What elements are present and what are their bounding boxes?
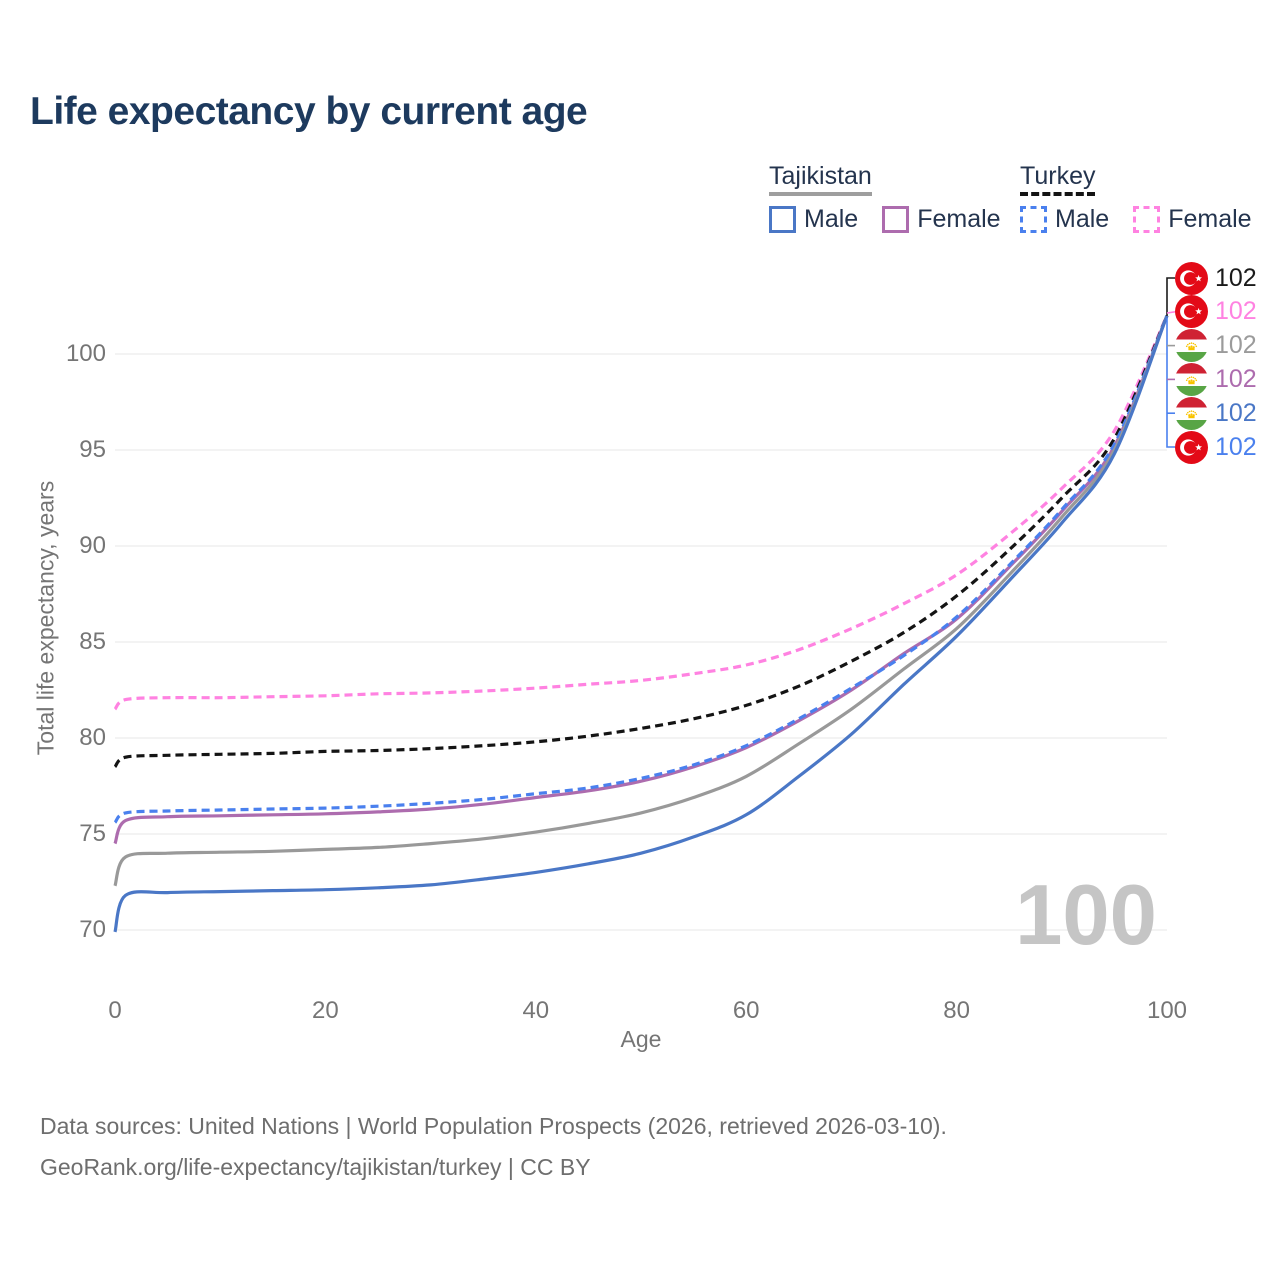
end-label-connector-2 <box>1166 311 1176 314</box>
end-label-connector-0 <box>1166 277 1175 316</box>
x-tick-label-60: 60 <box>732 997 760 1024</box>
tajikistan-flag-icon <box>1175 362 1208 396</box>
y-tick-label-90: 90 <box>79 532 106 559</box>
page-title: Life expectancy by current age <box>30 90 588 133</box>
end-value-label: 102 <box>1215 331 1257 360</box>
tajikistan-flag-icon <box>1175 396 1208 430</box>
series-line-tajikistan-male <box>113 315 1169 933</box>
legend-item-turkey-male[interactable]: Male <box>1020 205 1109 234</box>
legend-item-label: Female <box>1168 205 1252 233</box>
legend-swatch-turkey-male-icon <box>1020 206 1047 233</box>
x-tick-label-80: 80 <box>943 997 970 1024</box>
y-tick-label-95: 95 <box>79 436 106 463</box>
end-value-label: 102 <box>1215 297 1257 326</box>
end-label-row-tajikistan-male: 102 <box>1175 396 1257 430</box>
legend-country-turkey[interactable]: Turkey <box>1020 162 1096 196</box>
end-label-row-tajikistan-female: 102 <box>1175 362 1257 396</box>
x-tick-label-40: 40 <box>522 997 550 1024</box>
legend-item-label: Male <box>804 205 859 233</box>
x-tick-label-0: 0 <box>108 997 122 1024</box>
turkey-flag-icon <box>1175 295 1208 329</box>
footer-attribution: GeoRank.org/life-expectancy/tajikistan/t… <box>40 1154 591 1180</box>
end-label-connector-1 <box>1166 318 1175 448</box>
legend-items-tajikistan: Male Female <box>769 205 1001 234</box>
legend-group-tajikistan: Tajikistan Male Female <box>769 162 1001 234</box>
legend-item-tajikistan-male[interactable]: Male <box>769 205 858 234</box>
series-line-turkey-male <box>113 314 1169 824</box>
legend-item-label: Female <box>917 205 1001 233</box>
series-line-tajikistan-both-sexes <box>113 315 1169 887</box>
turkey-flag-icon <box>1175 430 1208 464</box>
legend-swatch-tajikistan-female-icon <box>882 206 910 233</box>
x-tick-label-100: 100 <box>1146 997 1188 1024</box>
legend-country-tajikistan[interactable]: Tajikistan <box>769 162 872 196</box>
current-age-watermark: 100 <box>1015 868 1157 963</box>
footer-datasource: Data sources: United Nations | World Pop… <box>40 1113 947 1139</box>
y-tick-label-75: 75 <box>79 820 106 847</box>
end-label-row-turkey-female: 102 <box>1175 295 1257 329</box>
x-tick-label-20: 20 <box>312 997 339 1024</box>
legend-items-turkey: Male Female <box>1020 205 1252 234</box>
series-line-turkey-both-sexes <box>113 314 1169 768</box>
end-value-label: 102 <box>1215 263 1257 292</box>
end-value-label: 102 <box>1215 364 1257 393</box>
y-axis-title: Total life expectancy, years <box>32 480 59 756</box>
legend-item-label: Male <box>1055 205 1110 233</box>
legend-swatch-turkey-female-icon <box>1133 206 1161 233</box>
y-tick-label-70: 70 <box>79 916 106 943</box>
turkey-flag-icon <box>1175 261 1208 295</box>
y-tick-label-85: 85 <box>79 628 106 655</box>
end-label-row-turkey-both-sexes: 102 <box>1175 261 1257 295</box>
end-value-label: 102 <box>1215 398 1257 427</box>
y-tick-label-80: 80 <box>79 724 106 751</box>
end-value-label: 102 <box>1215 432 1257 461</box>
series-line-turkey-female <box>113 314 1169 711</box>
tajikistan-flag-icon <box>1175 329 1208 363</box>
footer: Data sources: United Nations | World Pop… <box>40 1106 947 1188</box>
legend-group-turkey: Turkey Male Female <box>1020 162 1252 234</box>
x-axis-title: Age <box>620 1026 662 1052</box>
end-label-row-tajikistan-both-sexes: 102 <box>1175 329 1257 363</box>
y-tick-label-100: 100 <box>65 340 106 367</box>
legend-item-tajikistan-female[interactable]: Female <box>882 205 1001 234</box>
legend-swatch-tajikistan-male-icon <box>769 206 796 233</box>
end-label-row-turkey-male: 102 <box>1175 430 1257 464</box>
legend-item-turkey-female[interactable]: Female <box>1133 205 1252 234</box>
